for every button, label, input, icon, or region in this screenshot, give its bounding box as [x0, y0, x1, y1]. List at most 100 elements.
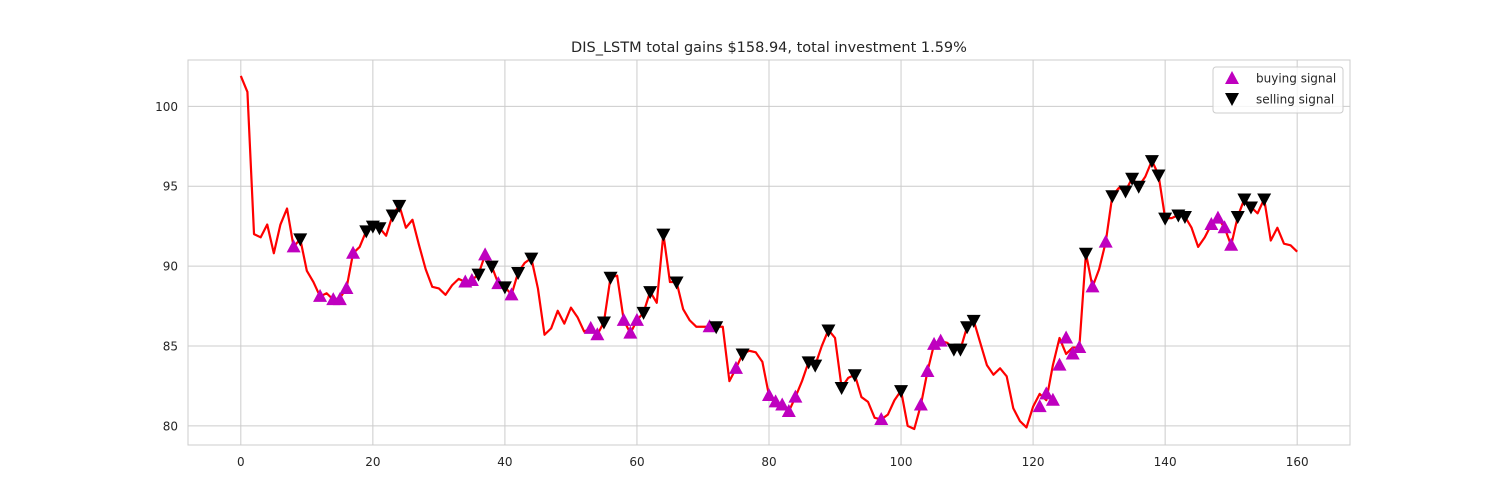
buy-signal-marker [313, 288, 328, 302]
plot-frame [187, 59, 1351, 446]
buy-signal-marker [346, 245, 361, 259]
buy-signal-marker [464, 272, 479, 286]
sell-signal-marker [511, 266, 526, 280]
sell-signal-marker [596, 316, 611, 330]
sell-signal-marker [894, 385, 909, 399]
sell-signal-marker [524, 252, 539, 266]
buy-signal-marker [874, 411, 889, 425]
buy-signal-marker [913, 397, 928, 411]
legend-box [1212, 66, 1344, 114]
sell-signal-marker [1131, 180, 1146, 194]
sell-markers [293, 155, 1272, 399]
buy-signal-marker [332, 292, 347, 306]
sell-signal-marker [960, 321, 975, 335]
buy-signal-marker [339, 280, 354, 294]
y-tick-label: 100 [155, 100, 178, 114]
sell-signal-marker [293, 233, 308, 247]
y-tick-label: 80 [163, 419, 178, 433]
legend-sell-marker-icon [1225, 93, 1239, 106]
buy-signal-marker [781, 403, 796, 417]
buy-signal-marker [1210, 210, 1225, 224]
sell-signal-marker [603, 271, 618, 285]
sell-signal-marker [392, 199, 407, 213]
sell-signal-marker [1118, 185, 1133, 199]
buy-markers [286, 210, 1239, 425]
buy-signal-marker [478, 247, 493, 261]
y-tick-label: 95 [163, 180, 178, 194]
sell-signal-marker [471, 268, 486, 282]
legend-buy-marker-icon [1225, 71, 1239, 84]
sell-signal-marker [1125, 172, 1140, 186]
buy-signal-marker [616, 312, 631, 326]
x-tick-label: 80 [761, 455, 776, 469]
buy-signal-marker [788, 389, 803, 403]
sell-signal-marker [1144, 155, 1159, 169]
x-tick-label: 40 [497, 455, 512, 469]
grid-lines [188, 60, 1350, 445]
sell-signal-marker [1230, 211, 1245, 225]
chart-title: DIS_LSTM total gains $158.94, total inve… [571, 40, 967, 56]
buy-signal-marker [1045, 392, 1060, 406]
buy-signal-marker [286, 239, 301, 253]
sell-signal-marker [1257, 193, 1272, 207]
buy-signal-marker [1217, 220, 1232, 234]
sell-signal-marker [821, 324, 836, 338]
buy-signal-marker [1059, 330, 1074, 344]
x-tick-labels: 0 20 40 60 80 100 120 140 160 [237, 455, 1309, 469]
buy-signal-marker [590, 327, 605, 341]
sell-signal-marker [1243, 201, 1258, 215]
buy-signal-marker [1224, 237, 1239, 251]
sell-signal-marker [735, 348, 750, 362]
buy-signal-marker [1072, 340, 1087, 354]
x-tick-label: 120 [1022, 455, 1045, 469]
buy-signal-marker [504, 287, 519, 301]
sell-signal-marker [709, 321, 724, 335]
sell-signal-marker [808, 359, 823, 373]
buy-signal-marker [728, 360, 743, 374]
buy-signal-marker [933, 333, 948, 347]
sell-signal-marker [1078, 247, 1093, 261]
buy-signal-marker [1085, 279, 1100, 293]
y-tick-label: 85 [163, 339, 178, 353]
sell-signal-marker [636, 306, 651, 320]
sell-signal-marker [359, 225, 374, 239]
legend-buy-label: buying signal [1256, 72, 1336, 86]
sell-signal-marker [1158, 212, 1173, 226]
sell-signal-marker [1151, 169, 1166, 183]
x-tick-label: 60 [629, 455, 644, 469]
buy-signal-marker [775, 397, 790, 411]
buy-signal-marker [583, 320, 598, 334]
x-tick-label: 0 [237, 455, 245, 469]
sell-signal-marker [484, 260, 499, 274]
sell-signal-marker [966, 314, 981, 328]
sell-signal-marker [953, 343, 968, 357]
x-tick-label: 20 [365, 455, 380, 469]
sell-signal-marker [1105, 190, 1120, 204]
buy-signal-marker [623, 325, 638, 339]
sell-signal-marker [372, 222, 387, 236]
buy-signal-marker [702, 319, 717, 333]
y-tick-labels: 80 85 90 95 100 [155, 100, 178, 434]
y-tick-label: 90 [163, 260, 178, 274]
buy-signal-marker [1039, 386, 1054, 400]
sell-signal-marker [669, 276, 684, 290]
buy-signal-marker [762, 387, 776, 401]
sell-signal-marker [385, 209, 400, 223]
sell-signal-marker [643, 286, 658, 300]
buy-signal-marker [1032, 399, 1047, 413]
sell-signal-marker [1177, 211, 1192, 225]
buy-signal-marker [920, 364, 935, 378]
sell-signal-marker [834, 381, 849, 395]
x-tick-label: 160 [1286, 455, 1309, 469]
legend: buying signal selling signal [1212, 66, 1344, 114]
sell-signal-marker [1237, 193, 1252, 207]
sell-signal-marker [497, 281, 512, 295]
buy-signal-marker [629, 312, 644, 326]
sell-signal-marker [656, 228, 671, 242]
buy-signal-marker [1052, 357, 1067, 371]
sell-signal-marker [847, 369, 862, 383]
legend-sell-label: selling signal [1256, 93, 1334, 107]
buy-signal-marker [1098, 234, 1113, 248]
x-tick-label: 140 [1154, 455, 1177, 469]
